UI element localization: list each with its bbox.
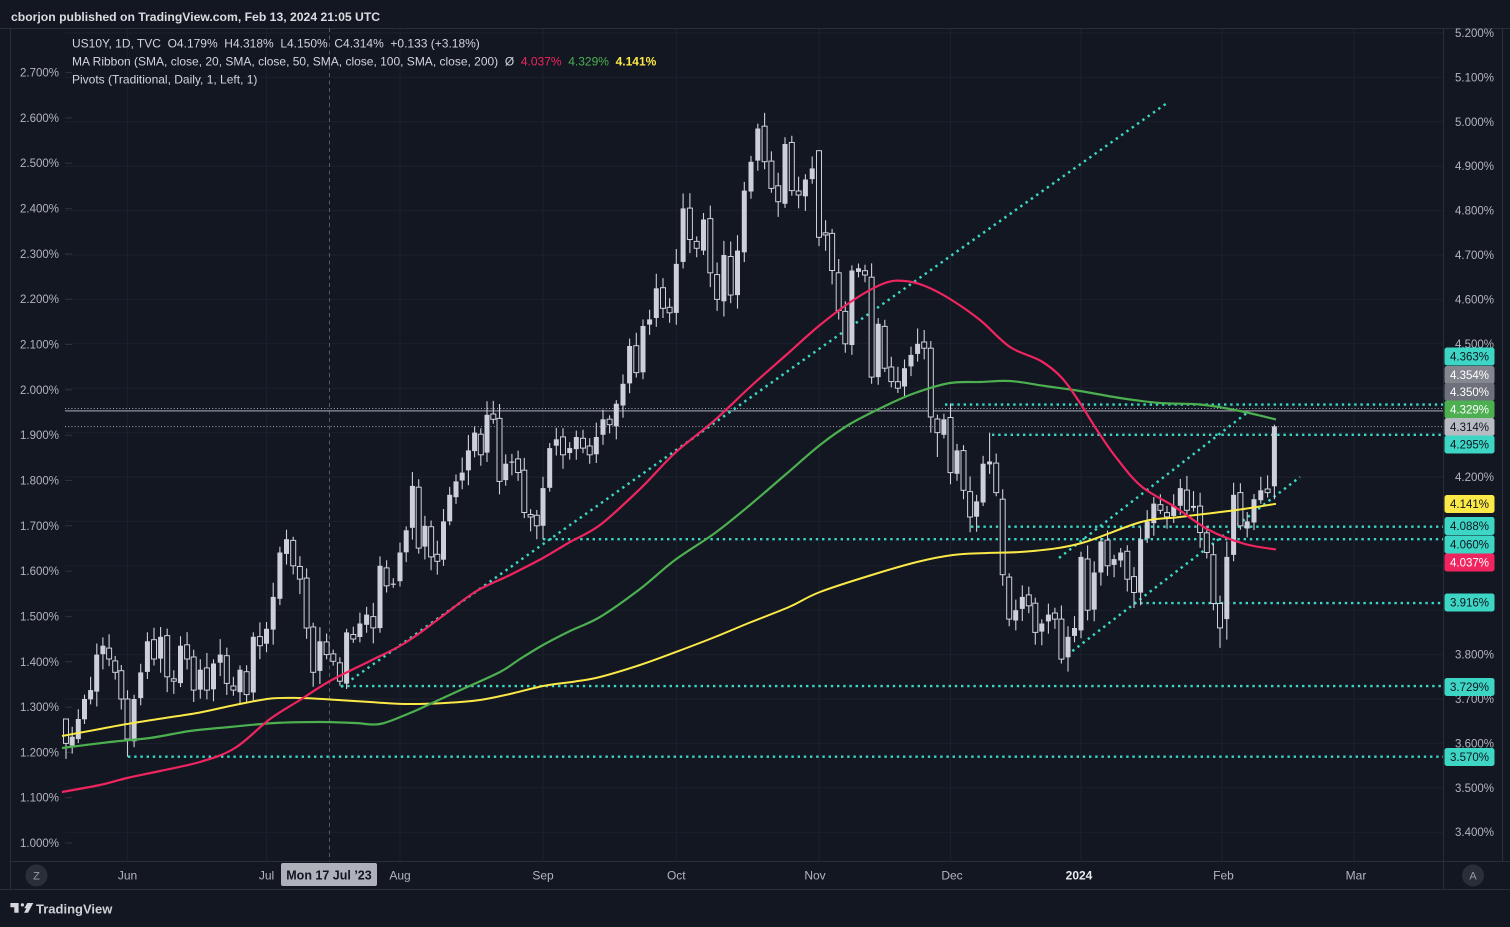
svg-text:4.700%: 4.700% (1455, 250, 1494, 262)
svg-text:1.400%: 1.400% (20, 657, 59, 669)
svg-text:2.200%: 2.200% (20, 294, 59, 306)
svg-text:cborjon published on TradingVi: cborjon published on TradingView.com, Fe… (11, 10, 380, 24)
svg-text:4.037%: 4.037% (1450, 558, 1489, 570)
svg-text:2.600%: 2.600% (20, 113, 59, 125)
svg-text:A: A (1469, 871, 1477, 883)
svg-text:3.500%: 3.500% (1455, 783, 1494, 795)
svg-text:4.088%: 4.088% (1450, 521, 1489, 533)
svg-text:3.400%: 3.400% (1455, 827, 1494, 839)
svg-text:Jun: Jun (118, 869, 137, 883)
svg-text:4.350%: 4.350% (1450, 387, 1489, 399)
svg-text:5.000%: 5.000% (1455, 117, 1494, 129)
svg-text:5.100%: 5.100% (1455, 72, 1494, 84)
svg-text:3.800%: 3.800% (1455, 650, 1494, 662)
svg-text:Dec: Dec (941, 869, 962, 883)
svg-text:2.700%: 2.700% (20, 68, 59, 80)
svg-text:2.300%: 2.300% (20, 249, 59, 261)
svg-text:1.600%: 1.600% (20, 566, 59, 578)
svg-text:Sep: Sep (532, 869, 554, 883)
svg-text:5.200%: 5.200% (1455, 28, 1494, 40)
svg-text:1.500%: 1.500% (20, 611, 59, 623)
svg-text:4.060%: 4.060% (1450, 540, 1489, 552)
svg-text:4.354%: 4.354% (1450, 370, 1489, 382)
svg-text:4.900%: 4.900% (1455, 161, 1494, 173)
svg-text:4.200%: 4.200% (1455, 472, 1494, 484)
svg-text:MA Ribbon (SMA, close, 20, SMA: MA Ribbon (SMA, close, 20, SMA, close, 5… (72, 55, 657, 69)
svg-text:1.300%: 1.300% (20, 702, 59, 714)
svg-text:1.800%: 1.800% (20, 476, 59, 488)
svg-text:1.200%: 1.200% (20, 747, 59, 759)
svg-text:4.314%: 4.314% (1450, 422, 1489, 434)
svg-text:1.900%: 1.900% (20, 430, 59, 442)
svg-text:1.100%: 1.100% (20, 793, 59, 805)
svg-text:4.141%: 4.141% (1450, 499, 1489, 511)
svg-text:Mon 17 Jul ’23: Mon 17 Jul ’23 (286, 869, 371, 883)
svg-text:Mar: Mar (1346, 869, 1367, 883)
svg-text:Pivots (Traditional, Daily, 1,: Pivots (Traditional, Daily, 1, Left, 1) (72, 73, 257, 87)
svg-text:4.295%: 4.295% (1450, 440, 1489, 452)
svg-text:Aug: Aug (389, 869, 410, 883)
svg-text:Nov: Nov (804, 869, 825, 883)
svg-text:4.329%: 4.329% (1450, 405, 1489, 417)
svg-text:Feb: Feb (1213, 869, 1234, 883)
svg-text:4.800%: 4.800% (1455, 206, 1494, 218)
svg-text:3.570%: 3.570% (1450, 752, 1489, 764)
svg-text:1.000%: 1.000% (20, 838, 59, 850)
svg-text:Z: Z (33, 871, 40, 883)
svg-text:TradingView: TradingView (36, 902, 113, 917)
svg-text:2.500%: 2.500% (20, 158, 59, 170)
svg-text:2024: 2024 (1066, 869, 1093, 883)
svg-text:2.000%: 2.000% (20, 385, 59, 397)
svg-text:1.700%: 1.700% (20, 521, 59, 533)
svg-text:US10Y, 1D, TVC O4.179% H4.31: US10Y, 1D, TVC O4.179% H4.318% L4.150% C… (72, 37, 480, 51)
svg-text:3.916%: 3.916% (1450, 598, 1489, 610)
svg-text:Oct: Oct (667, 869, 686, 883)
svg-text:2.100%: 2.100% (20, 340, 59, 352)
svg-text:4.600%: 4.600% (1455, 294, 1494, 306)
svg-text:2.400%: 2.400% (20, 204, 59, 216)
svg-text:3.600%: 3.600% (1455, 738, 1494, 750)
svg-text:Jul: Jul (259, 869, 274, 883)
svg-text:4.363%: 4.363% (1450, 352, 1489, 364)
svg-text:3.700%: 3.700% (1455, 694, 1494, 706)
svg-text:3.729%: 3.729% (1450, 682, 1489, 694)
